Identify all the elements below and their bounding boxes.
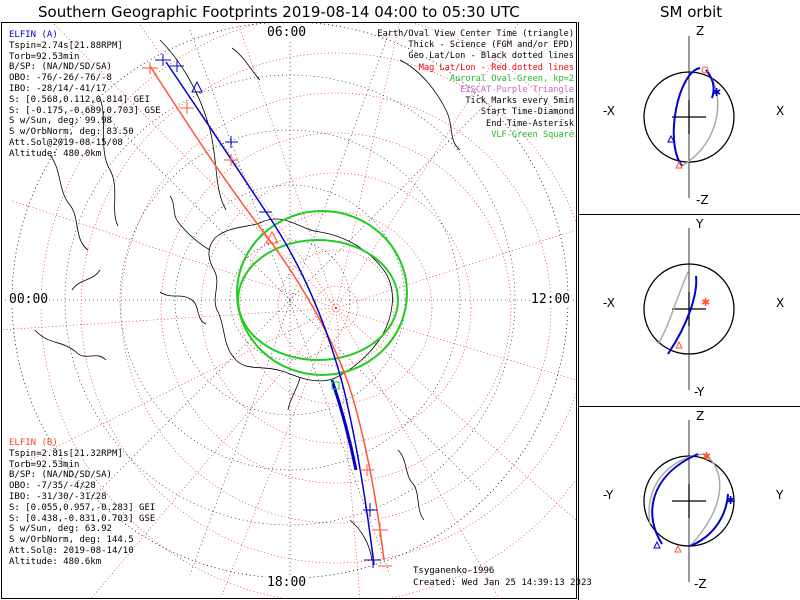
elfin-b-line: S w/OrbNorm, deg: 144.5: [9, 535, 134, 546]
elfin-a-line: Tspin=2.74s[21.88RPM]: [9, 40, 123, 51]
elfin-a-line: S w/Sun, deg: 99.98: [9, 116, 112, 127]
elfin-b-line: S w/Sun, deg: 63.92: [9, 524, 112, 535]
legend-item: End Time-Asterisk: [486, 118, 574, 129]
elfin-b-line: Torb=92.53min: [9, 459, 80, 470]
panel2-bottom: -Y: [694, 385, 705, 399]
elfin-b-track: [149, 65, 385, 561]
footprint-map: [1, 22, 577, 599]
auroral-oval: [236, 210, 408, 376]
vlf-square: [331, 381, 340, 390]
orbit-panel-xy: ✱: [643, 228, 735, 390]
elfin-a-line: IBO: -28/14/-41/17: [9, 83, 107, 94]
legend-item: Earth/Oval View Center Time (triangle): [377, 29, 574, 39]
hour-label-top: 06:00: [266, 25, 308, 40]
map-title: Southern Geographic Footprints 2019-08-1…: [38, 3, 520, 21]
elfin-a-line: Torb=92.53min: [9, 51, 80, 62]
orbit-title: SM orbit: [660, 3, 723, 21]
elfin-b-line: Att.Sol@: 2019-08-14/10: [9, 545, 134, 556]
panel2-left: -X: [603, 296, 615, 310]
legend-item: Auroral Oval-Green, kp=2: [449, 73, 574, 84]
elfin-b-ticks: [142, 62, 392, 567]
hour-label-bottom: 18:00: [266, 575, 308, 590]
hour-label-left: 00:00: [8, 292, 50, 307]
panel3-top: Z: [696, 409, 705, 423]
elfin-b-line: B/SP: (NA/ND/SD/SA): [9, 470, 112, 481]
elfin-a-info: ELFIN (A) Tspin=2.74s[21.88RPM] Torb=92.…: [9, 30, 161, 160]
panel1-bottom: -Z: [696, 193, 709, 207]
elfin-a-center-triangle: [191, 80, 203, 93]
elfin-a-line: S w/OrbNorm, deg: 83.50: [9, 127, 134, 138]
model-credit: Tsyganenko-1996: [413, 566, 495, 576]
created-stamp: Created: Wed Jan 25 14:39:13 2023: [413, 578, 592, 588]
legend-item: Geo Lat/Lon - Black dotted lines: [408, 51, 574, 62]
elfin-a-line: B/SP: (NA/ND/SD/SA): [9, 62, 112, 73]
legend-item: Thick - Science (FGM and/or EPD): [408, 40, 574, 51]
svg-text:✱: ✱: [712, 86, 721, 99]
map-legend: Earth/Oval View Center Time (triangle) T…: [377, 29, 574, 141]
panel2-right: X: [776, 296, 785, 310]
elfin-b-name: ELFIN (B): [9, 438, 58, 448]
coastlines: [34, 39, 461, 561]
elfin-a-line: S: [0.568,0.112,0.814] GEI: [9, 94, 150, 105]
elfin-b-line: S: [0.438,-0.831,0.703] GSE: [9, 513, 156, 524]
elfin-a-line: OBO: -76/-26/-76/-8: [9, 73, 112, 84]
panel1-top: Z: [696, 24, 705, 38]
legend-item: EISCAT-Purple Triangle: [460, 85, 574, 96]
elfin-a-line: S: [-0.175,-0.689,0.703] GSE: [9, 105, 161, 116]
panel1-left: -X: [603, 104, 615, 118]
legend-item: Start Time-Diamond: [480, 107, 574, 118]
elfin-a-line: Att.Sol@2019-08-15/08: [9, 137, 123, 148]
svg-text:✱: ✱: [726, 494, 735, 507]
elfin-b-line: IBO: -31/30/-31/28: [9, 491, 107, 502]
panel3-bottom: -Z: [694, 577, 707, 591]
orbit-panels: ✱ ✱ ✱ ✱: [578, 22, 800, 600]
geo-grid: [5, 29, 575, 576]
elfin-b-line: Tspin=2.81s[21.32RPM]: [9, 448, 123, 459]
elfin-a-ticks: [155, 54, 381, 568]
elfin-b-line: Altitude: 480.6km: [9, 556, 102, 567]
panel3-right: Y: [776, 488, 784, 502]
legend-item: VLF-Green Square: [491, 129, 574, 140]
elfin-b-line: S: [0.055,0.957,-0.283] GEI: [9, 502, 156, 513]
panel2-top: Y: [696, 217, 704, 231]
panel3-left: -Y: [603, 488, 614, 502]
orbit-panel-yz: ✱ ✱: [643, 420, 735, 582]
svg-text:✱: ✱: [701, 296, 710, 309]
elfin-a-name: ELFIN (A): [9, 30, 58, 40]
elfin-a-line: Altitude: 480.0km: [9, 148, 102, 159]
legend-item: Mag Lat/Lon - Red dotted lines: [418, 62, 574, 73]
panel1-right: X: [776, 104, 785, 118]
orbit-panel-xz: ✱: [643, 36, 735, 198]
svg-text:✱: ✱: [702, 450, 711, 463]
legend-item: Tick Marks every 5min: [465, 96, 574, 107]
elfin-b-center-triangle: [265, 230, 279, 244]
hour-label-right: 12:00: [530, 292, 572, 307]
elfin-b-line: OBO: -7/35/-4/28: [9, 481, 96, 492]
elfin-b-info: ELFIN (B) Tspin=2.81s[21.32RPM] Torb=92.…: [9, 438, 155, 568]
